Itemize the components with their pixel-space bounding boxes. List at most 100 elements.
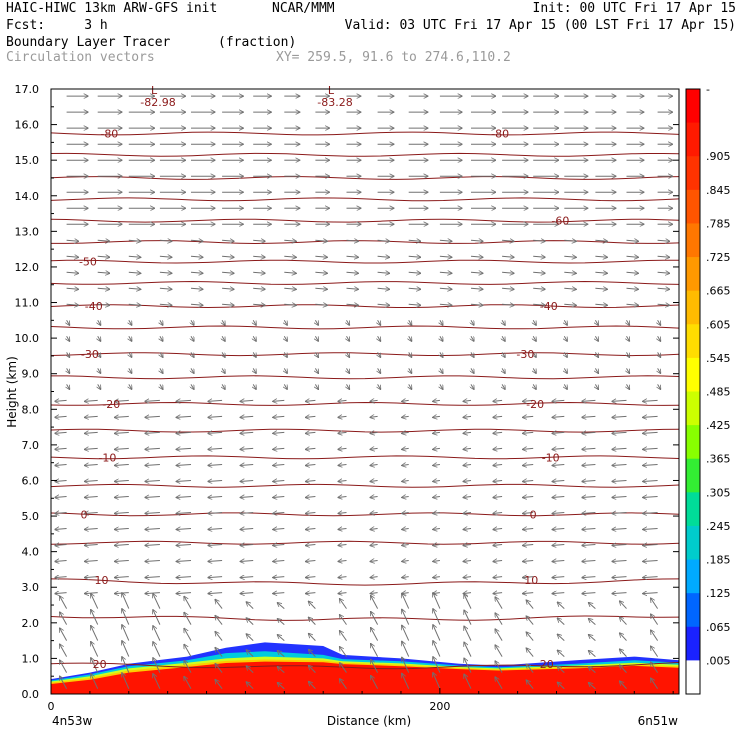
vector-243	[145, 497, 160, 498]
vector-80	[60, 612, 68, 625]
vector-572	[439, 240, 452, 241]
vector-94	[495, 613, 503, 625]
vector-354	[493, 416, 503, 417]
low-value-1: -83.28	[317, 96, 352, 109]
vector-533	[470, 272, 483, 273]
vector-259	[643, 497, 658, 498]
y-tick-label-4: 4.0	[22, 546, 40, 559]
vector-238	[612, 513, 627, 514]
vector-328	[305, 432, 316, 433]
vector-509	[346, 288, 359, 289]
vector-397	[595, 384, 598, 389]
vector-235	[523, 513, 534, 514]
vector-542	[128, 256, 141, 257]
vector-49	[340, 647, 347, 657]
vector-251	[402, 497, 409, 498]
vector-125	[208, 593, 223, 594]
vector-409	[347, 368, 350, 373]
vector-250	[370, 497, 378, 498]
vector-139	[643, 593, 658, 594]
vector-336	[552, 432, 565, 433]
init-time: Init: 00 UTC Fri 17 Apr 15	[532, 1, 737, 16]
vector-342	[114, 416, 129, 417]
vector-414	[502, 368, 505, 373]
vector-216	[552, 529, 565, 530]
vector-372	[433, 400, 440, 401]
vector-378	[612, 400, 627, 401]
vector-432	[440, 352, 443, 357]
vector-290	[370, 465, 378, 466]
vector-346	[240, 416, 254, 417]
x-tick-label-1: 200	[429, 700, 450, 713]
vector-270	[370, 481, 378, 482]
vector-516	[564, 288, 576, 289]
vector-210	[370, 529, 378, 530]
low-mark-1: L	[328, 84, 335, 97]
vector-554	[502, 256, 514, 257]
vector-335	[523, 432, 534, 433]
vector-521	[97, 272, 110, 273]
vector-360	[55, 400, 67, 401]
vector-435	[533, 352, 536, 357]
vector-51	[402, 641, 410, 657]
vector-402	[129, 368, 132, 373]
vector-89	[340, 615, 347, 625]
contour-line-18	[51, 197, 679, 202]
colorbar-swatch-5	[686, 257, 700, 292]
contour-line-15	[51, 325, 679, 330]
vector-35	[526, 664, 534, 673]
vector-66	[246, 634, 254, 641]
colorbar-label-2: .845	[706, 184, 731, 197]
vector-178	[612, 561, 627, 562]
vector-285	[208, 465, 223, 466]
colorbar-swatch-11	[686, 458, 700, 493]
vector-176	[552, 561, 565, 562]
vector-21	[91, 658, 99, 673]
vector-264	[176, 481, 192, 482]
vector-78	[620, 633, 627, 641]
vector-332	[433, 432, 440, 433]
vector-320	[55, 432, 67, 433]
vector-370	[370, 400, 378, 401]
vector-315	[523, 448, 534, 449]
vector-263	[145, 481, 160, 482]
vector-330	[370, 432, 378, 433]
vector-128	[305, 593, 316, 594]
colorbar-label-11: .305	[706, 486, 731, 499]
vector-3	[153, 674, 161, 689]
vector-56	[557, 650, 565, 657]
vector-149	[338, 577, 347, 578]
vector-448	[315, 336, 318, 341]
vector-242	[114, 497, 129, 498]
vector-457	[595, 336, 598, 341]
vector-369	[338, 400, 347, 401]
vector-134	[493, 593, 503, 594]
vector-276	[552, 481, 565, 482]
vector-229	[338, 513, 347, 514]
vector-434	[502, 352, 505, 357]
vector-32	[433, 657, 441, 673]
vector-204	[176, 529, 192, 530]
vector-376	[552, 400, 565, 401]
vector-179	[643, 561, 658, 562]
vector-297	[582, 465, 596, 466]
vector-352	[433, 416, 440, 417]
vector-412	[440, 368, 443, 373]
vector-578	[626, 240, 639, 241]
vector-493	[470, 304, 483, 305]
vector-453	[471, 336, 474, 341]
vector-557	[595, 256, 607, 257]
vector-168	[305, 561, 316, 562]
vector-535	[533, 272, 545, 273]
vector-536	[564, 272, 576, 273]
vector-325	[208, 432, 223, 433]
vector-469	[347, 320, 350, 325]
vector-505	[222, 288, 234, 289]
vector-327	[273, 432, 285, 433]
vector-422	[129, 352, 132, 357]
vector-20	[60, 660, 68, 673]
vector-104	[184, 596, 192, 609]
vector-166	[240, 561, 254, 562]
valid-time: Valid: 03 UTC Fri 17 Apr 15 (00 LST Fri …	[344, 18, 736, 33]
vector-220	[55, 513, 67, 514]
